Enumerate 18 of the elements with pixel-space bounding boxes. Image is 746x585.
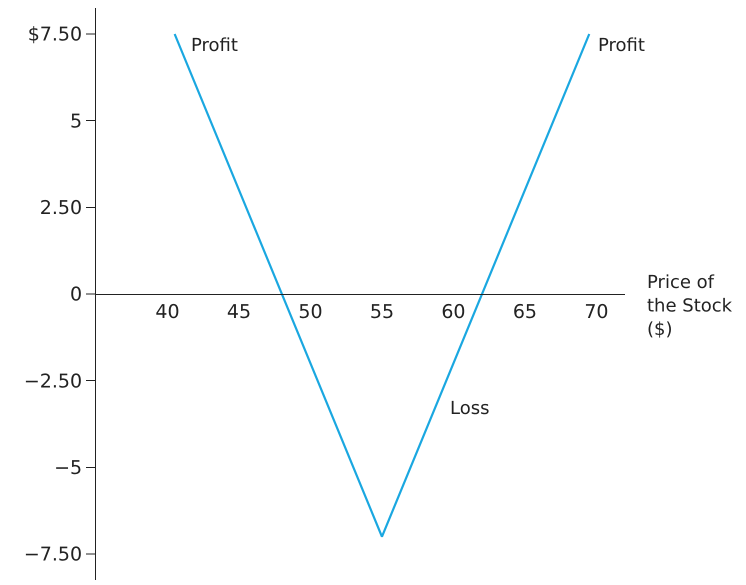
x-axis-title: Price of the Stock ($) [647, 272, 733, 340]
x-tick-label: 45 [226, 300, 252, 323]
y-tick-label: $7.50 [28, 24, 82, 46]
y-tick-label: 2.50 [40, 196, 82, 219]
annotation: Profit [191, 35, 238, 56]
annotation: Loss [450, 398, 490, 419]
x-tick-label: 50 [298, 300, 323, 323]
y-tick-label: −5 [54, 456, 82, 479]
x-tick-label: 40 [155, 300, 180, 323]
y-tick-label: −7.50 [24, 544, 82, 566]
y-tick-label: 0 [70, 284, 82, 306]
y-tick-label: 5 [70, 110, 82, 132]
x-tick-label: 55 [370, 300, 394, 323]
x-tick-label: 65 [512, 300, 538, 323]
x-tick-label: 60 [441, 300, 466, 323]
annotation: Profit [598, 35, 645, 56]
x-tick-label: 70 [584, 300, 609, 323]
y-tick-label: −2.50 [24, 370, 82, 392]
